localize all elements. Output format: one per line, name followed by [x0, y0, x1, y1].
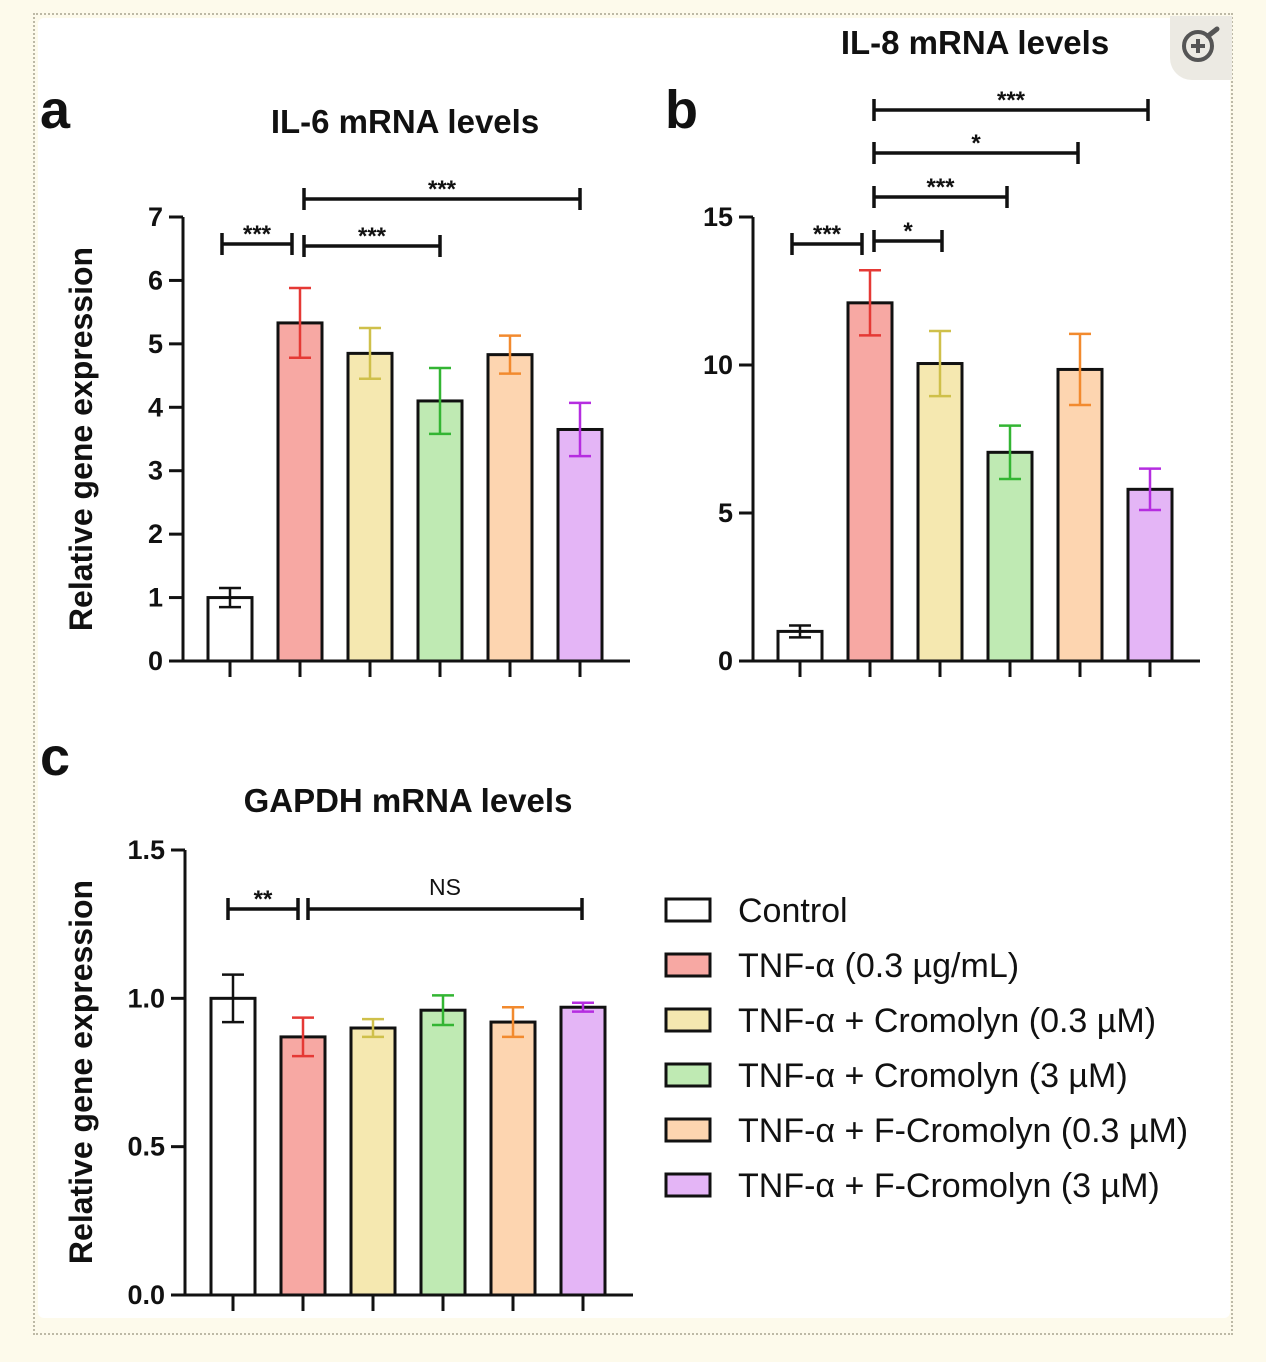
- significance-label: *: [903, 218, 913, 245]
- y-tick-label: 3: [148, 456, 163, 486]
- legend-label: TNF-α + Cromolyn (0.3 µM): [738, 1002, 1156, 1040]
- chart-panel-a: a IL-6 mRNA levels Relative gene expressio…: [40, 80, 630, 677]
- bar: [556, 427, 604, 663]
- y-tick-label: 0: [718, 646, 733, 676]
- bar: [1126, 487, 1174, 663]
- y-tick-label: 1.0: [127, 983, 165, 1013]
- legend-label: TNF-α (0.3 µg/mL): [738, 947, 1019, 985]
- significance-label: ***: [243, 221, 272, 248]
- bar: [1056, 367, 1104, 663]
- y-axis-label: Relative gene expression: [63, 880, 99, 1264]
- y-tick-label: 0.5: [127, 1132, 165, 1162]
- legend-item: TNF-α + F-Cromolyn (3 µM): [664, 1167, 1160, 1205]
- panel-letter: b: [665, 80, 698, 140]
- legend-label: TNF-α + F-Cromolyn (3 µM): [738, 1167, 1160, 1205]
- y-tick-label: 15: [703, 202, 733, 232]
- bar: [416, 399, 464, 663]
- figure-frame: [33, 13, 1233, 1335]
- significance-label: **: [254, 886, 273, 913]
- legend-item: Control: [664, 892, 848, 930]
- panel-letter: c: [40, 727, 70, 787]
- legend-item: TNF-α + F-Cromolyn (0.3 µM): [664, 1112, 1188, 1150]
- zoom-in-icon: [1182, 26, 1220, 62]
- chart-title: IL-6 mRNA levels: [271, 103, 539, 140]
- bar: [276, 321, 324, 663]
- y-tick-label: 2: [148, 519, 163, 549]
- legend-item: TNF-α + Cromolyn (3 µM): [664, 1057, 1128, 1095]
- zoom-button[interactable]: [1170, 16, 1232, 80]
- legend-swatch: [664, 952, 712, 978]
- y-axis-label: Relative gene expression: [63, 247, 99, 631]
- y-tick-label: 5: [148, 329, 163, 359]
- bar: [486, 353, 534, 663]
- panel-letter: a: [40, 80, 71, 140]
- chart-title: GAPDH mRNA levels: [244, 782, 573, 819]
- y-tick-label: 1.5: [127, 835, 165, 865]
- bar: [346, 351, 394, 663]
- significance-label: ***: [358, 223, 387, 250]
- bar: [489, 1020, 537, 1297]
- legend-label: Control: [738, 892, 848, 930]
- bar: [349, 1026, 397, 1297]
- legend-swatch: [664, 1172, 712, 1198]
- legend-swatch: [664, 1117, 712, 1143]
- legend-swatch: [664, 1062, 712, 1088]
- bar: [916, 362, 964, 663]
- y-tick-label: 7: [148, 202, 163, 232]
- bar: [986, 450, 1034, 663]
- bar: [846, 301, 894, 663]
- significance-label: ***: [813, 221, 842, 248]
- y-tick-label: 0: [148, 646, 163, 676]
- significance-label: ***: [997, 87, 1026, 114]
- bar: [209, 996, 257, 1297]
- bar: [279, 1035, 327, 1297]
- y-tick-label: 5: [718, 498, 733, 528]
- y-tick-label: 4: [148, 392, 163, 422]
- legend-label: TNF-α + Cromolyn (3 µM): [738, 1057, 1128, 1095]
- chart-panel-c: c GAPDH mRNA levels Relative gene expressi…: [40, 727, 633, 1311]
- legend-swatch: [664, 897, 712, 923]
- significance-label: ***: [926, 174, 955, 201]
- y-tick-label: 10: [703, 350, 733, 380]
- significance-label: *: [971, 130, 981, 157]
- legend-item: TNF-α + Cromolyn (0.3 µM): [664, 1002, 1156, 1040]
- legend-item: TNF-α (0.3 µg/mL): [664, 947, 1019, 985]
- legend-label: TNF-α + F-Cromolyn (0.3 µM): [738, 1112, 1188, 1150]
- significance-label: ***: [428, 176, 457, 203]
- significance-label: NS: [429, 874, 461, 900]
- y-tick-label: 1: [148, 583, 163, 613]
- y-tick-label: 0.0: [127, 1280, 165, 1310]
- bar: [559, 1005, 607, 1297]
- legend: Control TNF-α (0.3 µg/mL) TNF-α + Cromolyn…: [664, 892, 1188, 1205]
- legend-swatch: [664, 1007, 712, 1033]
- chart-title: IL-8 mRNA levels: [841, 24, 1109, 61]
- bar: [419, 1008, 467, 1297]
- y-tick-label: 6: [148, 265, 163, 295]
